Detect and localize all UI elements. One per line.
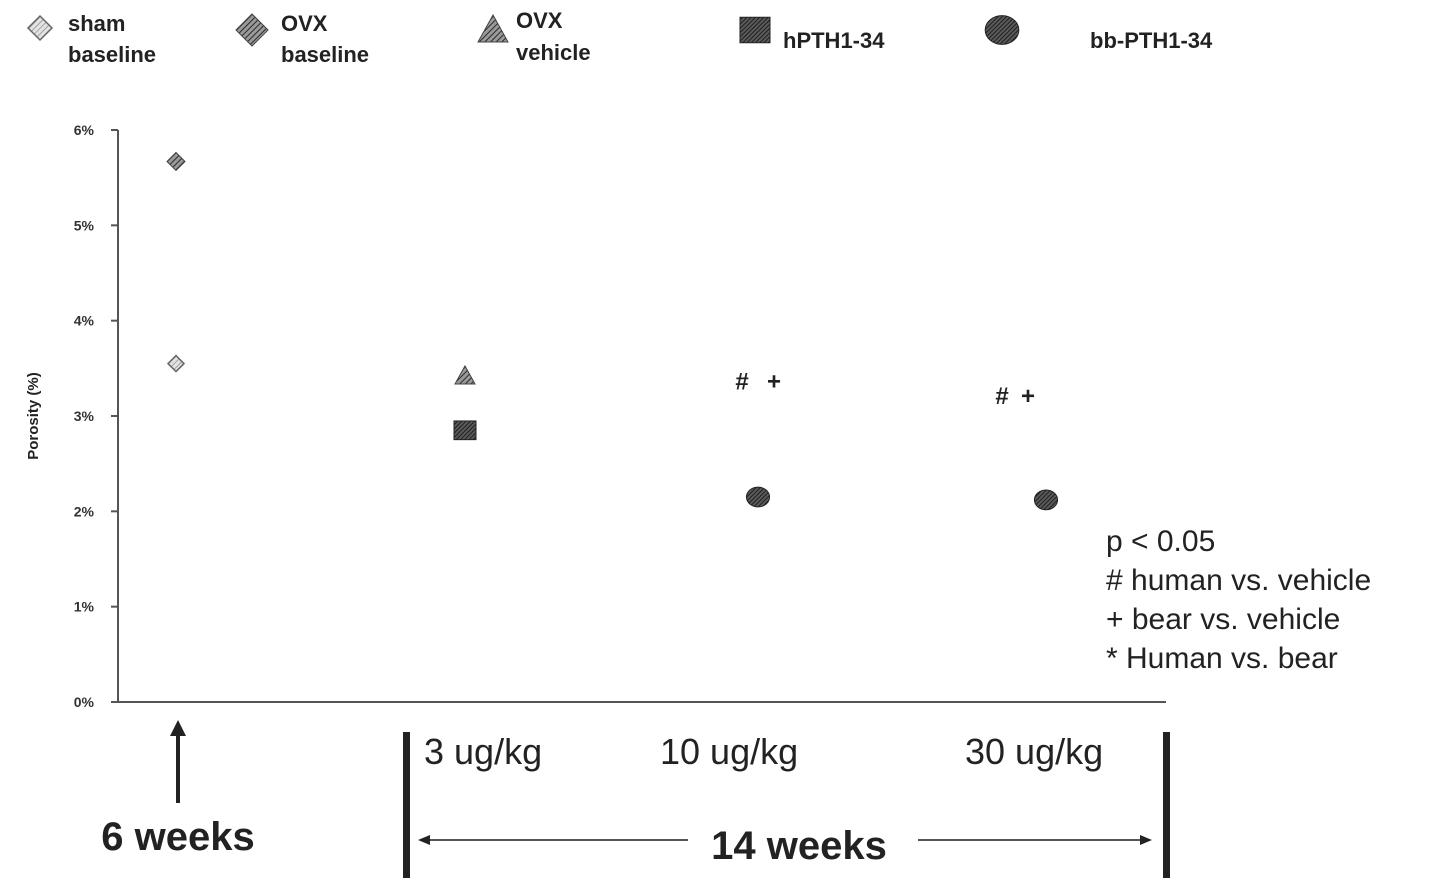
legend-marker-0 [26, 14, 54, 42]
y-tick-label: 2% [74, 503, 95, 519]
baseline-time-label: 6 weeks [101, 815, 254, 859]
significance-mark-2: # [995, 383, 1008, 410]
dose-label-30: 30 ug/kg [965, 731, 1103, 772]
baseline-arrow-head [170, 720, 186, 736]
significance-mark-0: # [735, 369, 748, 396]
legend-label-0-line2: baseline [68, 42, 156, 67]
data-point-3-2 [1033, 489, 1059, 511]
legend-label-2-line2: vehicle [516, 40, 591, 65]
significance-legend-line-0: p < 0.05 [1106, 525, 1215, 558]
data-point-1-0 [166, 151, 186, 172]
legend-label-4: bb-PTH1-34 [1090, 28, 1213, 53]
legend-label-2: OVX [516, 8, 563, 33]
legend-marker-4 [984, 15, 1020, 45]
y-tick-label: 0% [74, 694, 95, 710]
treatment-arrow-right-head [1140, 835, 1152, 845]
data-point-3-0 [453, 420, 477, 441]
treatment-arrow-left-head [418, 835, 430, 845]
data-point-2-0 [454, 364, 476, 385]
legend-marker-2 [477, 13, 509, 43]
significance-legend-line-1: # human vs. vehicle [1106, 564, 1371, 597]
legend-marker-1 [235, 13, 269, 47]
data-point-3-1 [745, 486, 771, 508]
y-axis-label: Porosity (%) [25, 372, 42, 460]
legend-marker-3 [739, 16, 771, 44]
data-points [166, 151, 1059, 511]
legend-label-1-line2: baseline [281, 42, 369, 67]
dose-label-10: 10 ug/kg [660, 731, 798, 772]
significance-legend-line-3: * Human vs. bear [1106, 642, 1338, 675]
legend-label-1: OVX [281, 11, 328, 36]
significance-legend-line-2: + bear vs. vehicle [1106, 603, 1340, 636]
y-tick-label: 1% [74, 599, 95, 615]
treatment-time-label: 14 weeks [711, 824, 887, 868]
significance-legend: p < 0.05 # human vs. vehicle + bear vs. ve… [1106, 525, 1371, 675]
significance-mark-3: + [1021, 383, 1035, 410]
y-tick-label: 3% [74, 408, 95, 424]
dose-label-3: 3 ug/kg [424, 731, 542, 772]
legend: sham baseline OVX baseline OVX vehicle hPTH1-3… [26, 8, 1213, 67]
treatment-bracket-right [1163, 732, 1170, 878]
y-tick-label: 4% [74, 313, 95, 329]
data-point-0-0 [166, 354, 186, 373]
y-tick-label: 6% [74, 122, 95, 138]
treatment-bracket-left [403, 732, 410, 878]
time-annotations: 6 weeks 14 weeks 3 ug/kg 10 ug/kg 30 ug/… [101, 720, 1170, 878]
significance-mark-1: + [767, 369, 781, 396]
axes: 0% 1% 2% 3% 4% 5% 6% Porosity (%) [25, 122, 1166, 710]
legend-label-3: hPTH1-34 [783, 28, 885, 53]
significance-marks: # + # + [735, 369, 1035, 410]
y-tick-label: 5% [74, 217, 95, 233]
legend-label-0: sham [68, 11, 125, 36]
